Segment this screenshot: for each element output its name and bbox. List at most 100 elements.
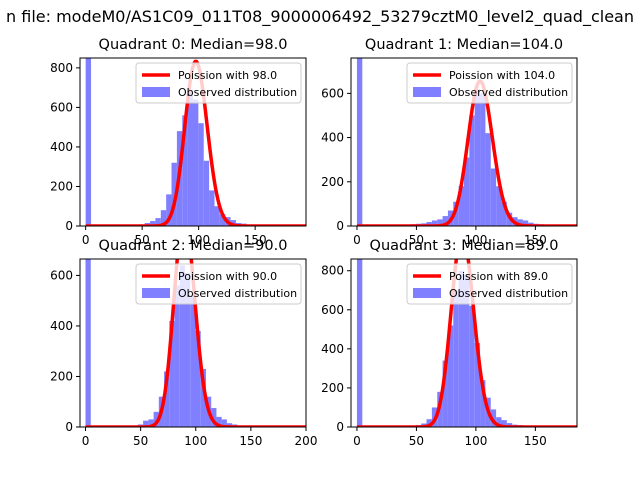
x-tick-label: 150 (524, 434, 547, 448)
x-tick-label: 200 (295, 434, 318, 448)
x-tick-label: 50 (409, 233, 424, 247)
histogram-bar (464, 157, 470, 226)
histogram-bar (153, 411, 159, 427)
histogram-bar (501, 201, 507, 226)
histogram-bar (200, 368, 206, 427)
histogram-bar (453, 201, 459, 226)
y-tick-label: 600 (321, 86, 344, 100)
histogram-bar (501, 420, 507, 427)
histogram-bar (174, 285, 180, 427)
histogram-bar (166, 194, 172, 226)
y-tick-label: 0 (336, 219, 344, 233)
poisson-curve (85, 59, 306, 226)
x-tick-label: 0 (82, 434, 90, 448)
x-tick-label: 100 (464, 434, 487, 448)
histogram-bar (464, 274, 470, 427)
x-tick-label: 100 (184, 434, 207, 448)
legend-label-observed: Observed distribution (449, 86, 568, 99)
histogram-bar (148, 419, 154, 427)
x-tick-label: 0 (82, 233, 90, 247)
histogram-bar (474, 88, 481, 226)
legend-label-observed: Observed distribution (449, 287, 568, 300)
histogram-bar (437, 219, 443, 226)
histogram-bar (219, 214, 226, 226)
histogram-bar (453, 290, 459, 427)
panel-title: Quadrant 0: Median=98.0 (99, 37, 288, 53)
histogram-bar (496, 417, 502, 427)
legend-label-observed: Observed distribution (178, 86, 297, 99)
y-tick-label: 400 (321, 342, 344, 356)
legend-swatch-observed (142, 87, 170, 97)
panel-title: Quadrant 2: Median=90.0 (99, 238, 288, 254)
panel-title: Quadrant 1: Median=104.0 (365, 37, 563, 53)
legend-swatch-observed (413, 87, 441, 97)
histogram-bar (187, 89, 193, 226)
histogram-bar (150, 221, 156, 226)
histogram-bar (356, 259, 363, 427)
x-tick-label: 50 (133, 434, 148, 448)
legend-swatch-observed (142, 288, 170, 298)
panel-data-area (356, 259, 577, 427)
histogram-bar (458, 270, 464, 427)
y-tick-label: 800 (321, 264, 344, 278)
y-tick-label: 800 (50, 61, 73, 75)
histogram-bar (185, 272, 191, 427)
y-tick-label: 600 (50, 268, 73, 282)
figure-suptitle: n file: modeM0/AS1C09_011T08_9000006492_… (6, 7, 634, 27)
poisson-curve (356, 79, 577, 226)
histogram-bar (356, 58, 363, 226)
x-tick-label: 150 (244, 233, 267, 247)
histogram-bar (517, 219, 523, 226)
y-tick-label: 400 (50, 140, 73, 154)
axes-frame (350, 57, 578, 227)
legend-swatch-observed (413, 288, 441, 298)
legend-label-poisson: Poission with 104.0 (449, 69, 555, 82)
histogram-bar (164, 371, 170, 427)
histogram-bar (195, 331, 201, 427)
histogram-bar (522, 220, 529, 226)
legend-box (406, 62, 573, 104)
y-tick-label: 400 (321, 131, 344, 145)
histogram-bar (198, 123, 204, 226)
y-tick-label: 600 (50, 100, 73, 114)
histogram-bar (85, 259, 91, 427)
histogram-bar (209, 190, 215, 226)
histogram-bar (442, 216, 448, 226)
histogram-bar (469, 305, 475, 427)
histogram-bar (426, 222, 432, 226)
panel-title: Quadrant 3: Median=89.0 (370, 238, 559, 254)
histogram-bar (171, 162, 177, 226)
histogram-bar (490, 409, 497, 427)
legend-label-poisson: Poission with 90.0 (178, 270, 277, 283)
panels-group: 0 50 100 150 0 200 400 600 800 Quadrant 0: Median… (50, 37, 578, 448)
histogram-bar (426, 419, 432, 427)
quadrant-panel-2: 0 50 100 150 200 0 200 400 600 Quadrant 2: Median… (50, 238, 318, 448)
histogram-bar (469, 115, 475, 226)
legend-label-poisson: Poission with 98.0 (178, 69, 277, 82)
quadrant-panel-1: 0 50 100 150 0 200 400 600 Quadrant 1: Median=10… (321, 37, 578, 247)
axes-frame (350, 258, 578, 428)
x-tick-label: 50 (409, 434, 424, 448)
histogram-bar (230, 220, 236, 226)
quadrant-panel-3: 0 50 100 150 0 200 400 600 800 Quadrant 3: Median… (321, 238, 578, 448)
legend-label-observed: Observed distribution (178, 287, 297, 300)
poisson-curve (84, 259, 306, 427)
x-tick-label: 0 (353, 233, 361, 247)
y-tick-label: 0 (65, 219, 73, 233)
x-tick-label: 50 (135, 233, 150, 247)
x-tick-label: 150 (524, 233, 547, 247)
histogram-bar (506, 423, 513, 427)
legend-box (406, 263, 573, 305)
histogram-bar (221, 419, 227, 427)
histogram-bar (169, 320, 175, 427)
histogram-bar (485, 133, 491, 226)
histogram-bar (160, 210, 167, 226)
histogram-bar (193, 99, 199, 226)
histogram-bar (203, 160, 210, 226)
histogram-bar (442, 360, 448, 427)
histogram-bar (190, 295, 196, 427)
histogram-bar (447, 325, 454, 427)
y-tick-label: 200 (321, 381, 344, 395)
x-tick-label: 100 (187, 233, 210, 247)
histogram-bar (211, 408, 217, 427)
